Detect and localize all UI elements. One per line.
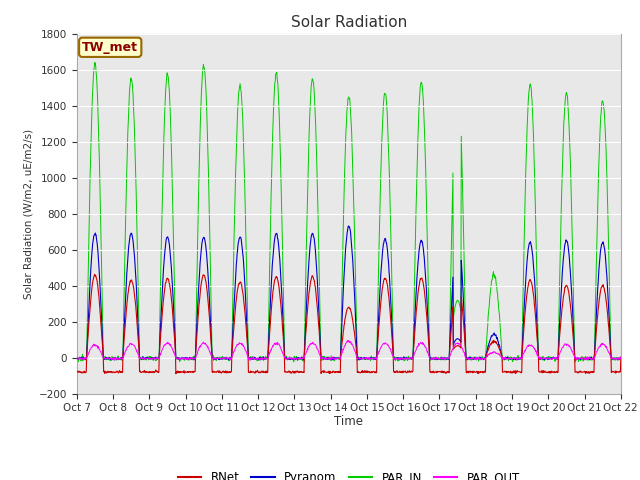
X-axis label: Time: Time: [334, 415, 364, 428]
RNet: [195, 309, 202, 315]
PAR_OUT: [434, 355, 442, 361]
Text: TW_met: TW_met: [82, 41, 138, 54]
Pyranom: [617, 355, 625, 360]
PAR_IN: [181, 356, 189, 362]
Pyranom: [180, 355, 188, 361]
PAR_OUT: [73, 356, 81, 361]
RNet: [617, 354, 625, 360]
Line: PAR_OUT: PAR_OUT: [77, 341, 621, 360]
PAR_IN: [195, 209, 202, 215]
Title: Solar Radiation: Solar Radiation: [291, 15, 407, 30]
RNet: [73, 369, 81, 374]
RNet: [182, 369, 189, 374]
PAR_OUT: [617, 354, 625, 360]
PAR_IN: [505, 358, 513, 363]
PAR_IN: [553, 355, 561, 361]
Pyranom: [434, 357, 442, 362]
PAR_OUT: [194, 348, 202, 354]
Legend: RNet, Pyranom, PAR_IN, PAR_OUT: RNet, Pyranom, PAR_IN, PAR_OUT: [173, 466, 525, 480]
PAR_IN: [255, 358, 263, 363]
RNet: [553, 369, 561, 374]
Y-axis label: Solar Radiation (W/m2, uE/m2/s): Solar Radiation (W/m2, uE/m2/s): [23, 129, 33, 299]
PAR_IN: [572, 359, 579, 365]
PAR_OUT: [505, 356, 513, 362]
Pyranom: [345, 223, 353, 229]
Pyranom: [255, 355, 262, 361]
PAR_OUT: [180, 356, 188, 361]
PAR_IN: [617, 355, 625, 361]
Line: PAR_IN: PAR_IN: [77, 62, 621, 362]
Line: Pyranom: Pyranom: [77, 226, 621, 360]
PAR_OUT: [344, 338, 352, 344]
Line: RNet: RNet: [77, 275, 621, 374]
RNet: [172, 371, 180, 377]
RNet: [255, 369, 263, 375]
RNet: [91, 272, 99, 277]
Pyranom: [73, 355, 81, 361]
Pyranom: [505, 355, 513, 360]
Pyranom: [194, 301, 202, 307]
Pyranom: [294, 357, 301, 363]
PAR_IN: [434, 357, 442, 362]
RNet: [505, 369, 513, 375]
PAR_OUT: [246, 357, 254, 363]
Pyranom: [553, 356, 561, 362]
RNet: [434, 369, 442, 374]
PAR_IN: [73, 358, 81, 364]
PAR_IN: [91, 60, 99, 65]
PAR_OUT: [553, 356, 561, 361]
PAR_OUT: [255, 356, 263, 362]
